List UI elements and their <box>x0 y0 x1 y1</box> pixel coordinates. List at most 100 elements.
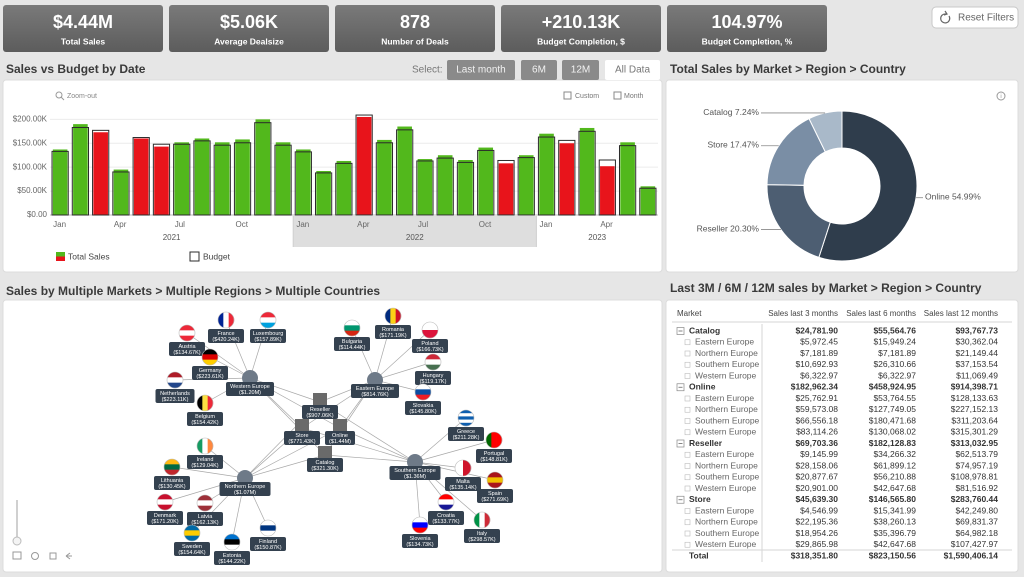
range-button[interactable] <box>447 60 515 80</box>
flag[interactable] <box>224 534 240 551</box>
market-node[interactable] <box>295 419 309 431</box>
flag[interactable] <box>487 472 503 489</box>
expand-icon[interactable] <box>684 406 691 413</box>
back-icon[interactable] <box>65 552 72 560</box>
country-label: France <box>217 331 234 337</box>
expand-icon[interactable] <box>684 485 691 492</box>
expand-icon[interactable] <box>684 519 691 526</box>
flag[interactable] <box>197 438 214 454</box>
flag-stripe <box>223 312 229 328</box>
fit-icon[interactable] <box>12 551 22 560</box>
table-header: Sales last 12 months <box>924 309 998 318</box>
donut-slice[interactable] <box>808 110 843 153</box>
range-button[interactable] <box>605 60 660 80</box>
country-label: Estonia <box>223 553 242 559</box>
expand-icon[interactable] <box>684 350 691 357</box>
flag[interactable] <box>425 354 441 371</box>
country-label-box <box>428 511 464 525</box>
sales-bar <box>437 155 453 215</box>
zoom-icon[interactable] <box>55 91 63 99</box>
flag[interactable] <box>167 372 183 389</box>
country-value: ($130.45K) <box>158 484 185 490</box>
range-button[interactable] <box>521 60 557 80</box>
expand-icon[interactable] <box>684 508 691 514</box>
reset-icon <box>940 13 951 24</box>
expand-icon[interactable] <box>684 395 691 402</box>
donut-slice[interactable] <box>818 110 918 262</box>
flag[interactable] <box>260 520 276 537</box>
range-button-label[interactable]: All Data <box>615 65 650 76</box>
range-button-label[interactable]: 6M <box>532 65 546 76</box>
table-cell: $823,150.56 <box>869 550 917 560</box>
flag[interactable] <box>164 459 180 476</box>
flag-stripe <box>458 416 474 420</box>
market-node[interactable] <box>318 446 332 458</box>
kpi-value: 104.97% <box>711 12 782 32</box>
expand-icon[interactable] <box>684 541 691 548</box>
kpi-card <box>667 5 827 52</box>
flag[interactable] <box>474 512 491 528</box>
expand-icon[interactable] <box>684 530 691 537</box>
flag[interactable] <box>202 349 218 366</box>
flag[interactable] <box>184 525 200 542</box>
expand-icon[interactable] <box>684 474 691 481</box>
flag-outline <box>196 494 214 512</box>
country-label-box <box>412 339 448 353</box>
flag[interactable] <box>157 494 173 511</box>
flag[interactable] <box>438 494 454 511</box>
legend-swatch-bottom <box>56 256 65 261</box>
market-node[interactable] <box>313 393 327 405</box>
info-icon[interactable] <box>996 91 1006 101</box>
flag[interactable] <box>197 495 213 512</box>
market-node[interactable] <box>333 419 347 431</box>
table-cell: Eastern Europe <box>695 393 754 403</box>
refresh-icon[interactable] <box>31 552 39 560</box>
region-label-box <box>226 382 274 396</box>
legend-label[interactable]: Total Sales <box>68 251 110 261</box>
flag-stripe <box>179 335 195 342</box>
flag[interactable] <box>455 460 472 476</box>
reset-button-label[interactable]: Reset Filters <box>958 13 1014 24</box>
export-icon[interactable] <box>49 552 57 560</box>
country-label-box <box>477 489 513 503</box>
flag[interactable] <box>344 320 360 337</box>
country-label: Croatia <box>437 513 456 519</box>
expand-icon[interactable] <box>684 451 691 458</box>
flag[interactable] <box>385 308 402 324</box>
flag-outline <box>196 437 214 455</box>
expand-icon[interactable] <box>684 418 691 424</box>
flag[interactable] <box>458 410 474 427</box>
legend-label[interactable]: Budget <box>203 251 231 261</box>
zoom-out[interactable]: Zoom-out <box>67 93 97 100</box>
flag[interactable] <box>486 432 503 448</box>
mode-dropdown[interactable]: Custom <box>575 93 599 100</box>
expand-icon[interactable] <box>684 463 691 469</box>
range-highlight <box>293 216 537 247</box>
table-cell: $28,158.06 <box>795 460 838 470</box>
flag[interactable] <box>197 395 214 411</box>
budget-bar <box>193 140 211 216</box>
expand-icon[interactable] <box>684 339 691 346</box>
range-button-label[interactable]: 12M <box>571 65 590 76</box>
flag[interactable] <box>218 312 235 328</box>
expand-icon[interactable] <box>684 373 691 379</box>
expand-icon[interactable] <box>684 429 691 436</box>
country-label: Denmark <box>154 513 177 519</box>
unit-dropdown[interactable]: Month <box>624 93 644 100</box>
table-cell: Online <box>689 382 716 392</box>
flag[interactable] <box>415 384 431 401</box>
range-button[interactable] <box>562 60 599 80</box>
donut-title: Total Sales by Market > Region > Country <box>670 62 906 76</box>
expand-icon[interactable] <box>684 361 691 368</box>
flag[interactable] <box>260 312 276 329</box>
flag[interactable] <box>422 322 438 339</box>
reset-button[interactable]: Reset Filters <box>931 6 1019 29</box>
reset-button-box[interactable] <box>931 6 1019 29</box>
zoom-icon-handle <box>60 96 65 101</box>
country-label: Austria <box>178 344 196 350</box>
flag[interactable] <box>412 517 428 534</box>
flag[interactable] <box>179 325 195 342</box>
range-button-label[interactable]: Last month <box>456 65 505 76</box>
zoom-slider-knob[interactable] <box>12 536 22 546</box>
flag-stripe <box>458 419 474 424</box>
